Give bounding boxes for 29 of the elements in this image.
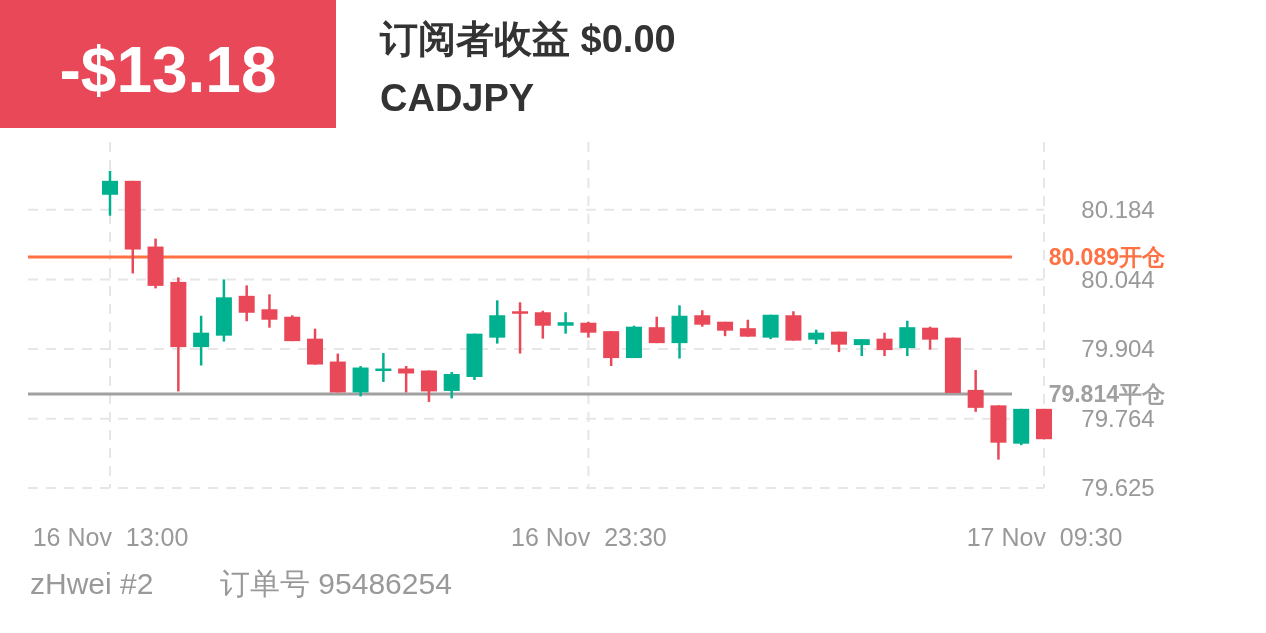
x-tick-label: 17 Nov 09:30 bbox=[966, 522, 1123, 551]
y-tick-label: 79.625 bbox=[1081, 474, 1155, 502]
candlestick bbox=[102, 169, 118, 217]
chart-subtitle: CADJPY bbox=[380, 77, 535, 119]
candlestick bbox=[762, 313, 779, 341]
y-tick-label: 79.764 bbox=[1081, 404, 1155, 432]
candlestick bbox=[534, 309, 551, 340]
x-tick-label: 16 Nov 23:30 bbox=[511, 522, 667, 551]
candlestick bbox=[420, 369, 437, 404]
candlestick bbox=[557, 311, 574, 335]
candlestick bbox=[261, 293, 278, 329]
y-tick-label: 79.904 bbox=[1081, 335, 1155, 363]
candlestick bbox=[876, 331, 893, 358]
candlestick bbox=[489, 299, 506, 345]
candlestick bbox=[443, 370, 460, 400]
candlestick bbox=[922, 325, 939, 351]
x-tick-label: 16 Nov 13:00 bbox=[32, 522, 189, 551]
text: 订单号 95486254 bbox=[220, 567, 452, 600]
candlestick bbox=[648, 315, 665, 345]
candlestick bbox=[512, 301, 529, 355]
chart-title: 订阅者收益 $0.00 bbox=[379, 18, 676, 60]
candlestick bbox=[238, 284, 255, 323]
candlestick bbox=[193, 314, 210, 367]
candlestick bbox=[899, 319, 916, 358]
text: zHwei #2 bbox=[30, 567, 154, 600]
ref-line-label: 79.814平仓 bbox=[1048, 380, 1166, 407]
candlestick bbox=[967, 368, 984, 414]
text: -$13.18 bbox=[59, 34, 277, 106]
y-tick-label: 80.184 bbox=[1081, 195, 1155, 223]
